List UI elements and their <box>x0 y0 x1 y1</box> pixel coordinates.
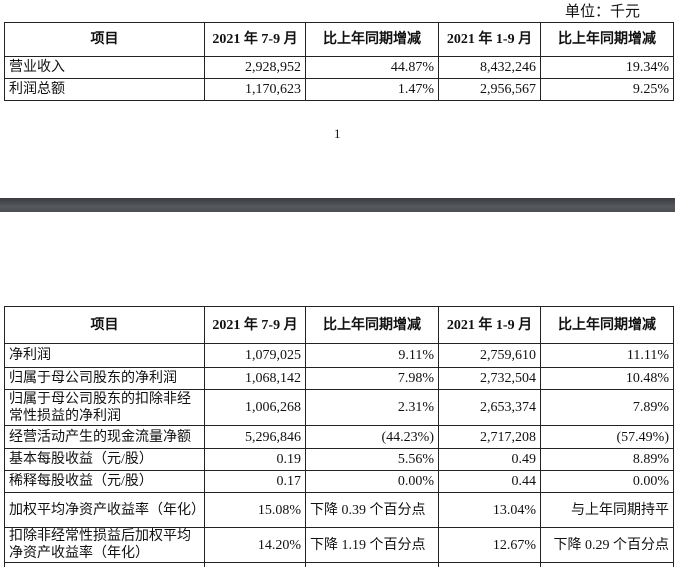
cell-value: 下降 1.19 个百分点 <box>306 528 439 563</box>
table-continuation <box>5 563 674 567</box>
cell-value: 2,928,952 <box>205 57 306 79</box>
header-ytd-change: 比上年同期增减 <box>541 307 674 344</box>
page-number: 1 <box>334 126 341 142</box>
row-label: 加权平均净资产收益率（年化） <box>5 493 205 528</box>
cell-value: 5,296,846 <box>205 426 306 449</box>
cell-value: 0.44 <box>439 471 541 493</box>
cell-value: (57.49%) <box>541 426 674 449</box>
cell-value: 13.04% <box>439 493 541 528</box>
cell-value: 12.67% <box>439 528 541 563</box>
row-label: 归属于母公司股东的扣除非经常性损益的净利润 <box>5 390 205 426</box>
header-q3-change: 比上年同期增减 <box>306 307 439 344</box>
cell-value: 19.34% <box>541 57 674 79</box>
summary-table-page1: 项目 2021 年 7-9 月 比上年同期增减 2021 年 1-9 月 比上年… <box>4 22 674 101</box>
cell-value: 0.49 <box>439 449 541 471</box>
header-ytd-change: 比上年同期增减 <box>541 23 674 57</box>
table-row: 利润总额 1,170,623 1.47% 2,956,567 9.25% <box>5 79 674 101</box>
row-label: 归属于母公司股东的净利润 <box>5 368 205 390</box>
row-label: 基本每股收益（元/股） <box>5 449 205 471</box>
row-label: 营业收入 <box>5 57 205 79</box>
header-item: 项目 <box>5 23 205 57</box>
cell-value: 0.00% <box>306 471 439 493</box>
cell-value: 1,068,142 <box>205 368 306 390</box>
cell-value: 2,956,567 <box>439 79 541 101</box>
cell-value: 0.17 <box>205 471 306 493</box>
cell-value: 14.20% <box>205 528 306 563</box>
row-label: 扣除非经常性损益后加权平均净资产收益率（年化） <box>5 528 205 563</box>
page-divider <box>0 198 675 212</box>
header-ytd: 2021 年 1-9 月 <box>439 307 541 344</box>
cell-value: 2,732,504 <box>439 368 541 390</box>
cell-value: 8,432,246 <box>439 57 541 79</box>
cell-value: 2,717,208 <box>439 426 541 449</box>
row-label: 经营活动产生的现金流量净额 <box>5 426 205 449</box>
row-label: 利润总额 <box>5 79 205 101</box>
table-row: 扣除非经常性损益后加权平均净资产收益率（年化）14.20%下降 1.19 个百分… <box>5 528 674 563</box>
cell-value: 0.00% <box>541 471 674 493</box>
cell-value: 9.25% <box>541 79 674 101</box>
cell-value: 9.11% <box>306 344 439 368</box>
cell-value: 44.87% <box>306 57 439 79</box>
header-item: 项目 <box>5 307 205 344</box>
cell-value: 下降 0.39 个百分点 <box>306 493 439 528</box>
cell-value: 2,653,374 <box>439 390 541 426</box>
cell-value: (44.23%) <box>306 426 439 449</box>
unit-label: 单位：千元 <box>565 0 640 21</box>
cell-value: 2,759,610 <box>439 344 541 368</box>
cell-value: 11.11% <box>541 344 674 368</box>
cell-value: 1.47% <box>306 79 439 101</box>
cell-value: 15.08% <box>205 493 306 528</box>
cell-value: 0.19 <box>205 449 306 471</box>
row-label: 净利润 <box>5 344 205 368</box>
cell-value: 2.31% <box>306 390 439 426</box>
cell-value: 1,170,623 <box>205 79 306 101</box>
table-header-row: 项目 2021 年 7-9 月 比上年同期增减 2021 年 1-9 月 比上年… <box>5 307 674 344</box>
cell-value: 7.89% <box>541 390 674 426</box>
header-ytd: 2021 年 1-9 月 <box>439 23 541 57</box>
cell-value: 1,006,268 <box>205 390 306 426</box>
table-header-row: 项目 2021 年 7-9 月 比上年同期增减 2021 年 1-9 月 比上年… <box>5 23 674 57</box>
cell-value: 10.48% <box>541 368 674 390</box>
cell-value: 下降 0.29 个百分点 <box>541 528 674 563</box>
cell-value: 与上年同期持平 <box>541 493 674 528</box>
header-q3: 2021 年 7-9 月 <box>205 307 306 344</box>
cell-value: 8.89% <box>541 449 674 471</box>
cell-value: 5.56% <box>306 449 439 471</box>
table-row: 营业收入 2,928,952 44.87% 8,432,246 19.34% <box>5 57 674 79</box>
financial-table-page2: 项目 2021 年 7-9 月 比上年同期增减 2021 年 1-9 月 比上年… <box>4 306 674 567</box>
cell-value: 7.98% <box>306 368 439 390</box>
header-q3-change: 比上年同期增减 <box>306 23 439 57</box>
row-label: 稀释每股收益（元/股） <box>5 471 205 493</box>
header-q3: 2021 年 7-9 月 <box>205 23 306 57</box>
cell-value: 1,079,025 <box>205 344 306 368</box>
